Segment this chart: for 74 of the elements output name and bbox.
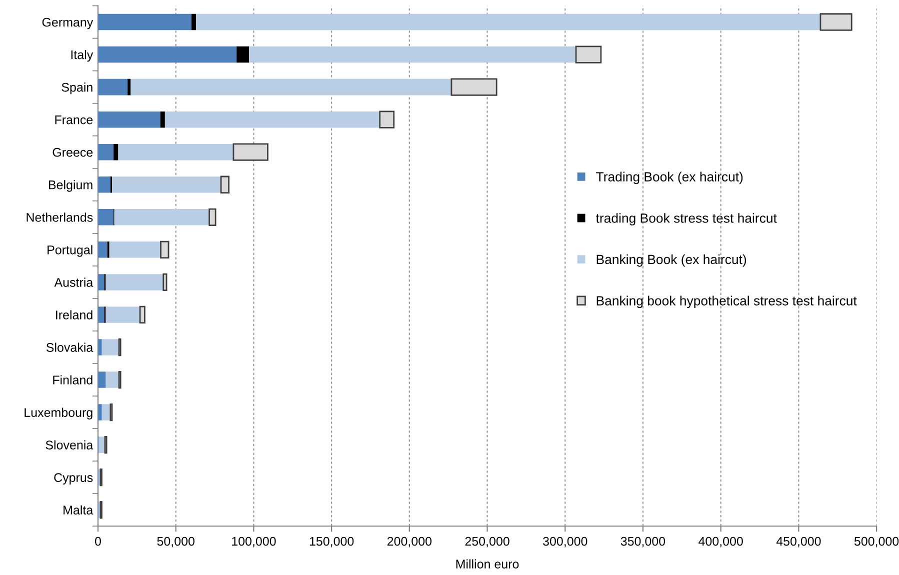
bar: [236, 46, 250, 63]
bar: [106, 306, 140, 323]
bar: [112, 176, 221, 193]
bar: [139, 306, 146, 324]
bar: [118, 144, 234, 160]
y-tick-label: Greece: [52, 148, 93, 157]
bar: [379, 110, 395, 128]
bar: [232, 143, 268, 161]
y-tick-label: Germany: [42, 18, 94, 30]
y-tick-label: Netherlands: [26, 212, 93, 222]
bar: [160, 240, 170, 258]
bar: [98, 46, 237, 63]
bar: [114, 209, 210, 226]
x-tick-label: 450,000: [776, 536, 821, 548]
bar: [208, 208, 216, 226]
bar: [820, 13, 852, 31]
bar: [109, 242, 161, 258]
x-tick-label: 50,000: [157, 536, 194, 548]
x-tick-label: 300,000: [543, 536, 588, 548]
x-tick-label: 350,000: [620, 536, 666, 548]
legend-label: trading Book stress test haircut: [596, 213, 777, 226]
bar: [249, 46, 576, 63]
bar: [98, 78, 128, 96]
bar: [191, 14, 196, 30]
bar: [128, 78, 131, 96]
bar: [98, 242, 108, 258]
bar: [98, 274, 104, 290]
bar: [98, 436, 105, 453]
y-tick-label: Ireland: [56, 310, 92, 320]
bar: [98, 339, 102, 356]
x-tick-label: 250,000: [465, 536, 510, 548]
bar: [98, 144, 114, 160]
bar: [98, 209, 114, 226]
legend-label: Banking book hypothetical stress test haircut: [596, 296, 857, 308]
bar: [130, 78, 452, 96]
x-tick-label: 100,000: [232, 536, 276, 548]
bar: [98, 111, 160, 128]
bar: [98, 14, 192, 30]
bar: [160, 111, 165, 128]
legend-label: Banking Book (ex haircut): [596, 254, 746, 267]
bar: [98, 306, 104, 323]
y-tick-label: Luxembourg: [24, 408, 92, 420]
bar: [162, 273, 168, 292]
bar: [98, 176, 110, 193]
bar: [114, 144, 118, 160]
x-tick-label: 500,000: [854, 536, 899, 548]
y-tick-label: Finland: [53, 375, 92, 384]
legend-label: Trading Book (ex haircut): [596, 172, 743, 184]
y-tick-label: Slovakia: [46, 342, 94, 352]
y-tick-label: Belgium: [48, 180, 92, 192]
bar: [575, 46, 602, 64]
y-tick-label: Portugal: [48, 245, 92, 257]
bar: [450, 78, 498, 96]
bar: [196, 14, 820, 30]
y-tick-label: Malta: [64, 505, 94, 515]
x-tick-label: 150,000: [310, 536, 354, 548]
y-tick-label: Italy: [71, 50, 94, 62]
x-tick-label: 0: [95, 536, 101, 546]
y-tick-label: Spain: [62, 82, 92, 94]
bar: [106, 372, 120, 388]
y-tick-label: Cyprus: [54, 473, 93, 484]
bar: [102, 339, 120, 356]
x-tick-label: 200,000: [387, 536, 432, 548]
bar: [102, 404, 110, 420]
bar: [220, 176, 230, 194]
bar: [164, 111, 380, 128]
y-tick-label: Austria: [54, 278, 94, 287]
bar: [106, 274, 164, 290]
y-tick-label: Slovenia: [46, 440, 94, 450]
x-tick-label: 400,000: [698, 536, 743, 548]
x-axis-title: Million euro: [456, 559, 519, 568]
bar: [98, 372, 106, 388]
bar: [98, 404, 102, 420]
y-tick-label: France: [55, 116, 93, 124]
